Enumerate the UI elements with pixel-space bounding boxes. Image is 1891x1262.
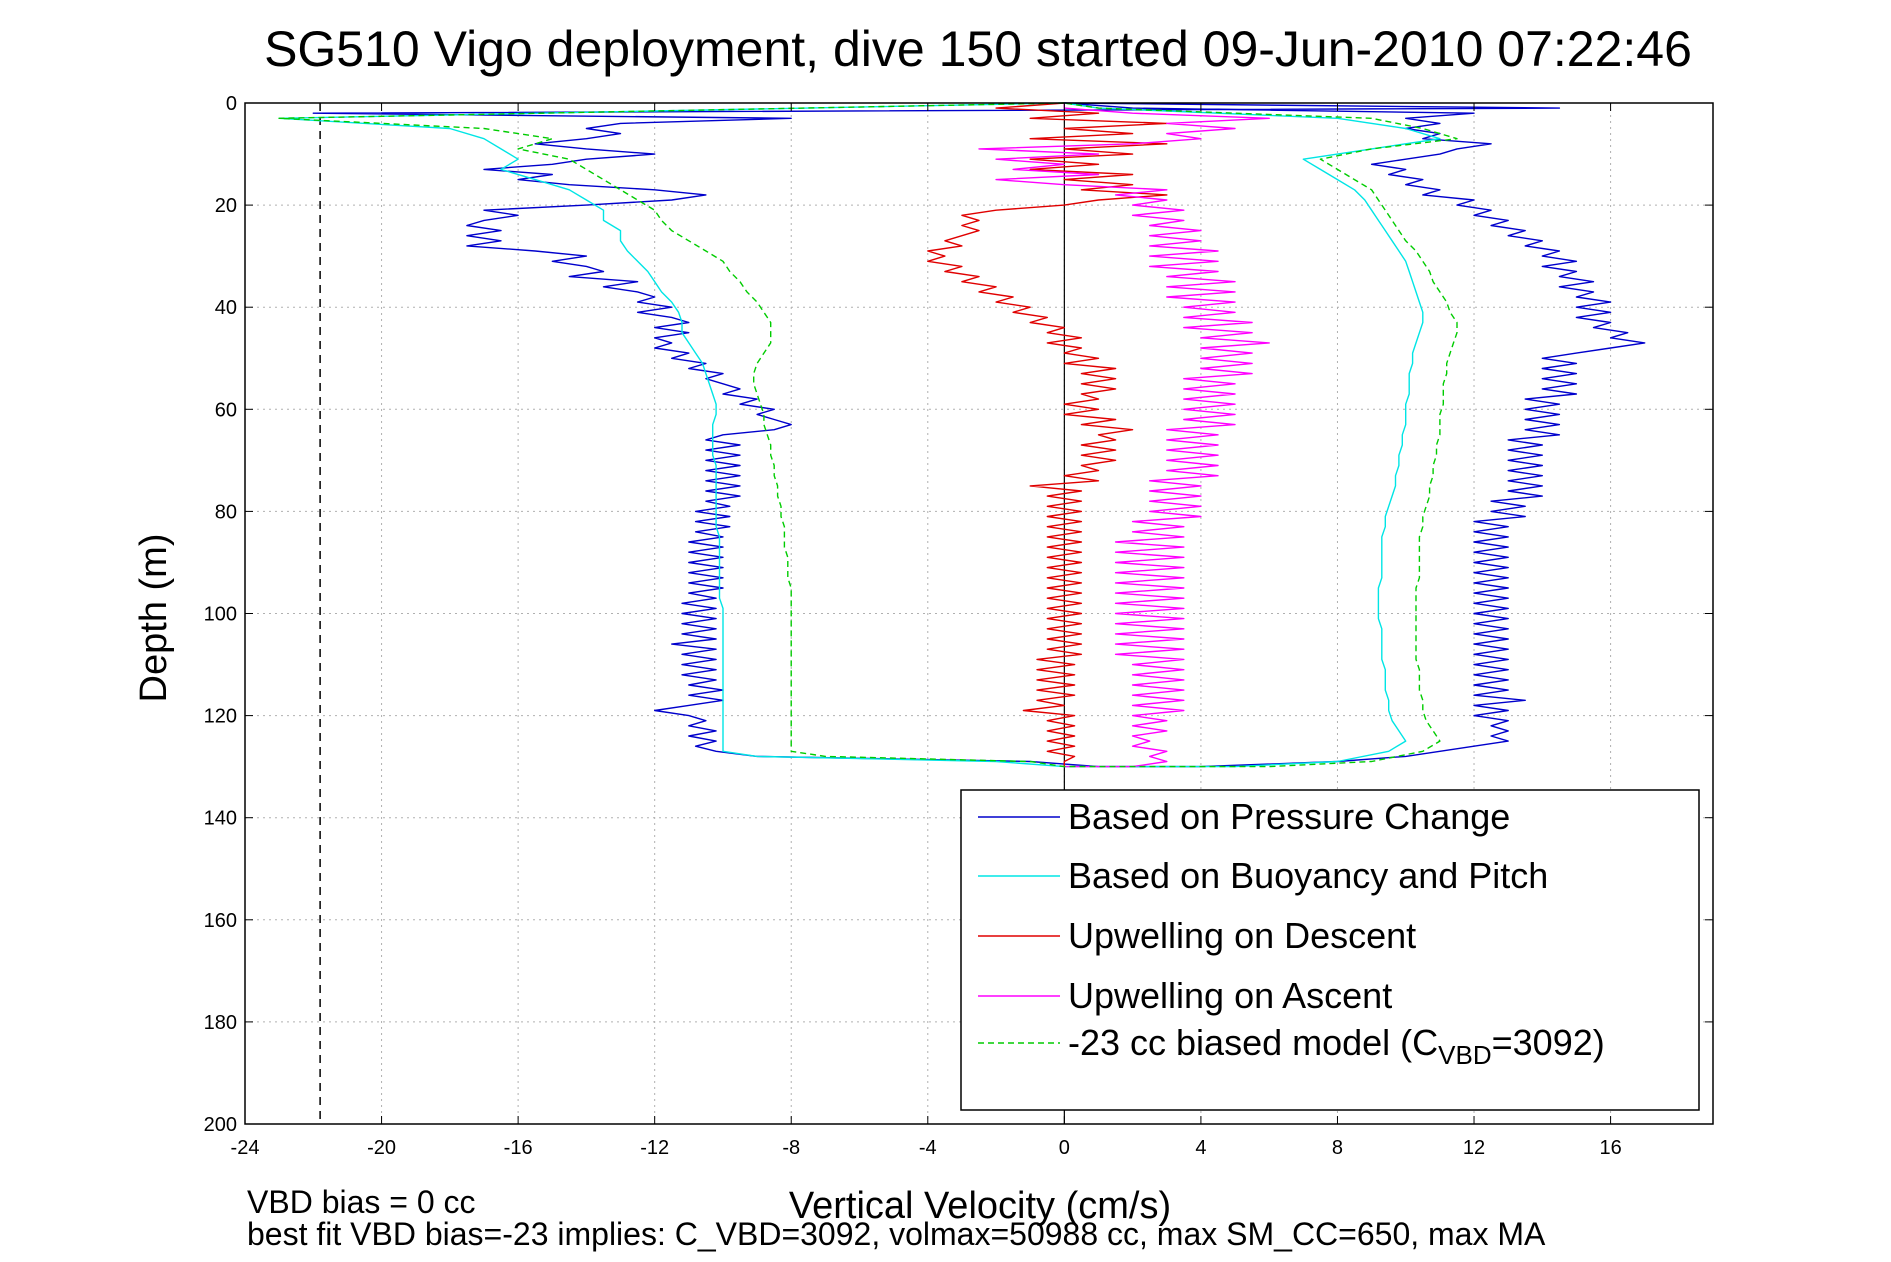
y-tick-label: 0 — [226, 93, 237, 115]
x-tick-label: -16 — [504, 1137, 533, 1159]
y-tick-label: 140 — [204, 808, 237, 830]
series-line-5 — [278, 102, 1458, 768]
y-tick-label: 120 — [204, 706, 237, 728]
x-tick-label: -4 — [919, 1137, 937, 1159]
legend-label-2: Based on Buoyancy and Pitch — [1068, 855, 1548, 896]
legend-label-3: Upwelling on Descent — [1068, 915, 1416, 956]
x-tick-label: 0 — [1059, 1137, 1070, 1159]
x-tick-label: -24 — [231, 1137, 260, 1159]
legend-label-4: Upwelling on Ascent — [1068, 975, 1392, 1016]
x-axis-ticks: -24 -20 -16 -12 -8 -4 0 4 8 12 16 — [231, 103, 1622, 1159]
x-axis-label: Vertical Velocity (cm/s) — [789, 1185, 1171, 1227]
series-line-3 — [927, 102, 1168, 767]
y-tick-label: 40 — [215, 297, 237, 319]
y-axis-ticks: 0 20 40 60 80 100 120 140 160 180 200 — [204, 93, 1713, 1136]
series-layer — [278, 102, 1646, 768]
x-tick-label: -20 — [367, 1137, 396, 1159]
legend-label-text: Upwelling on Descent — [1068, 915, 1416, 956]
series-line-4 — [978, 103, 1270, 768]
y-tick-label: 180 — [204, 1012, 237, 1034]
best-fit-note: best fit VBD bias=-23 implies: C_VBD=309… — [247, 1216, 1546, 1252]
legend-box — [960, 789, 1700, 1111]
chart-title: SG510 Vigo deployment, dive 150 started … — [264, 21, 1692, 77]
y-tick-label: 100 — [204, 604, 237, 626]
vbd-bias-note: VBD bias = 0 cc — [247, 1184, 476, 1220]
legend-label-5: -23 cc biased model (CVBD=3092) — [1068, 1022, 1605, 1070]
x-tick-label: -8 — [782, 1137, 800, 1159]
y-tick-label: 160 — [204, 910, 237, 932]
legend-label-1: Based on Pressure Change — [1068, 796, 1510, 837]
legend-label-text: Upwelling on Ascent — [1068, 975, 1392, 1016]
x-tick-label: -12 — [640, 1137, 669, 1159]
legend-label-text: -23 cc biased model (C — [1068, 1022, 1438, 1063]
legend: Based on Pressure Change Based on Buoyanc… — [960, 789, 1700, 1111]
y-axis-label: Depth (m) — [133, 534, 175, 703]
legend-label-subscript: VBD — [1438, 1040, 1491, 1070]
legend-label-text: Based on Buoyancy and Pitch — [1068, 855, 1548, 896]
y-tick-label: 80 — [215, 501, 237, 523]
legend-label-text: Based on Pressure Change — [1068, 796, 1510, 837]
legend-items: Based on Pressure Change Based on Buoyanc… — [978, 796, 1605, 1070]
x-tick-label: 4 — [1195, 1137, 1206, 1159]
x-tick-label: 12 — [1463, 1137, 1485, 1159]
y-tick-label: 60 — [215, 399, 237, 421]
x-tick-label: 16 — [1599, 1137, 1621, 1159]
y-tick-label: 20 — [215, 195, 237, 217]
legend-label-suffix: =3092) — [1492, 1022, 1605, 1063]
y-tick-label: 200 — [204, 1114, 237, 1136]
x-tick-label: 8 — [1332, 1137, 1343, 1159]
